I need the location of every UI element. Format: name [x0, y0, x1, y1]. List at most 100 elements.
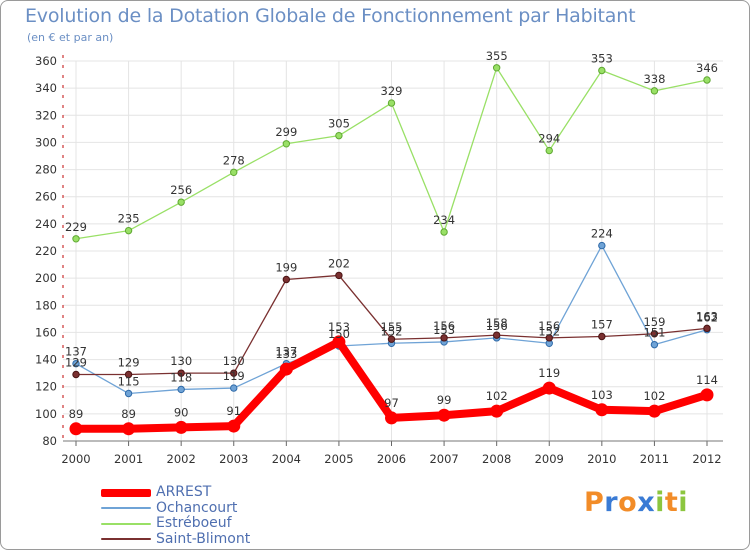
data-point-estr-boeuf: [282, 140, 291, 148]
data-label-estr-boeuf: 338: [643, 72, 665, 86]
data-label-arrest: 114: [696, 373, 718, 387]
data-point-arrest: [437, 408, 451, 422]
data-point-ochancourt: [124, 389, 133, 398]
data-label-arrest: 90: [174, 405, 189, 419]
data-label-saint-blimont: 130: [170, 354, 192, 368]
data-label-estr-boeuf: 234: [433, 213, 455, 227]
x-tick-label: 2011: [640, 452, 669, 466]
legend-label: ARREST: [156, 484, 212, 500]
data-label-saint-blimont: 202: [328, 256, 350, 270]
x-tick-label: 2009: [535, 452, 564, 466]
legend-label: Estréboeuf: [156, 515, 232, 531]
y-tick-label: 300: [35, 135, 57, 149]
legend-swatch: [101, 507, 151, 510]
legend-swatch: [101, 488, 151, 497]
chart-title: Evolution de la Dotation Globale de Fonc…: [25, 5, 636, 27]
y-tick-label: 240: [35, 217, 57, 231]
data-label-arrest: 89: [69, 407, 84, 421]
data-point-arrest: [279, 362, 293, 376]
data-point-saint-blimont: [124, 370, 133, 379]
y-tick-label: 200: [35, 271, 57, 285]
data-point-saint-blimont: [650, 330, 659, 338]
data-point-saint-blimont: [72, 370, 80, 379]
data-point-saint-blimont: [703, 324, 711, 333]
data-label-saint-blimont: 199: [275, 261, 297, 275]
data-point-arrest: [385, 411, 398, 425]
data-label-ochancourt: 118: [170, 370, 192, 384]
data-point-estr-boeuf: [230, 168, 238, 176]
data-point-estr-boeuf: [177, 198, 185, 206]
x-tick-label: 2008: [482, 452, 511, 466]
data-point-saint-blimont: [598, 332, 606, 341]
data-label-saint-blimont: 156: [433, 319, 455, 333]
data-label-arrest: 102: [643, 389, 665, 403]
data-point-arrest: [174, 420, 188, 434]
data-label-saint-blimont: 159: [643, 315, 665, 329]
data-point-saint-blimont: [230, 369, 238, 377]
logo-letter: P: [584, 487, 605, 518]
x-tick-label: 2006: [377, 452, 406, 466]
data-point-ochancourt: [177, 385, 185, 394]
data-point-ochancourt: [72, 359, 80, 368]
data-label-ochancourt: 150: [328, 327, 350, 341]
data-point-estr-boeuf: [72, 235, 80, 243]
data-label-saint-blimont: 156: [538, 319, 560, 333]
data-label-saint-blimont: 163: [696, 309, 718, 323]
y-tick-label: 180: [35, 298, 57, 312]
data-label-arrest: 91: [226, 404, 241, 418]
data-label-saint-blimont: 157: [591, 318, 613, 332]
data-point-arrest: [227, 419, 241, 433]
data-label-estr-boeuf: 305: [328, 117, 350, 131]
x-tick-label: 2005: [324, 452, 353, 466]
data-label-ochancourt: 156: [486, 319, 508, 333]
legend-swatch: [101, 538, 151, 541]
data-label-arrest: 102: [486, 389, 508, 403]
data-label-saint-blimont: 155: [381, 320, 403, 334]
data-label-estr-boeuf: 229: [65, 220, 87, 234]
data-label-arrest: 133: [275, 347, 297, 361]
data-label-ochancourt: 119: [223, 369, 245, 383]
data-label-arrest: 153: [328, 320, 350, 334]
data-point-arrest: [69, 422, 83, 436]
logo-letter: o: [618, 487, 638, 518]
legend-swatch: [101, 522, 151, 525]
data-point-saint-blimont: [545, 334, 553, 342]
data-point-saint-blimont: [335, 271, 343, 280]
data-point-estr-boeuf: [440, 228, 448, 236]
data-label-arrest: 119: [538, 366, 560, 380]
data-label-ochancourt: 152: [381, 324, 403, 338]
y-tick-label: 260: [35, 190, 57, 204]
data-point-saint-blimont: [282, 275, 291, 284]
data-point-estr-boeuf: [703, 76, 711, 84]
data-point-saint-blimont: [440, 334, 448, 342]
data-label-ochancourt: 152: [538, 324, 560, 338]
data-point-estr-boeuf: [335, 131, 343, 140]
data-point-arrest: [542, 381, 556, 395]
data-label-arrest: 89: [121, 407, 136, 421]
data-point-estr-boeuf: [492, 64, 501, 72]
data-point-saint-blimont: [387, 335, 396, 343]
logo-letter: r: [604, 487, 619, 518]
x-tick-label: 2003: [219, 452, 248, 466]
data-point-arrest: [595, 403, 609, 417]
data-label-ochancourt: 115: [118, 375, 140, 389]
data-label-arrest: 103: [591, 388, 613, 402]
logo-letter: i: [678, 487, 689, 518]
logo-letter: t: [664, 487, 679, 518]
y-tick-label: 140: [35, 353, 57, 367]
data-label-estr-boeuf: 299: [275, 125, 297, 139]
data-label-estr-boeuf: 235: [118, 212, 140, 226]
x-tick-label: 2012: [692, 452, 721, 466]
data-label-estr-boeuf: 294: [538, 132, 560, 146]
data-point-ochancourt: [598, 241, 606, 250]
data-label-estr-boeuf: 278: [223, 153, 245, 167]
data-label-arrest: 97: [384, 396, 399, 410]
data-label-saint-blimont: 130: [223, 354, 245, 368]
x-tick-label: 2010: [587, 452, 616, 466]
data-point-arrest: [490, 404, 504, 418]
data-label-arrest: 99: [437, 393, 452, 407]
data-point-saint-blimont: [177, 369, 185, 377]
y-tick-label: 280: [35, 163, 57, 177]
